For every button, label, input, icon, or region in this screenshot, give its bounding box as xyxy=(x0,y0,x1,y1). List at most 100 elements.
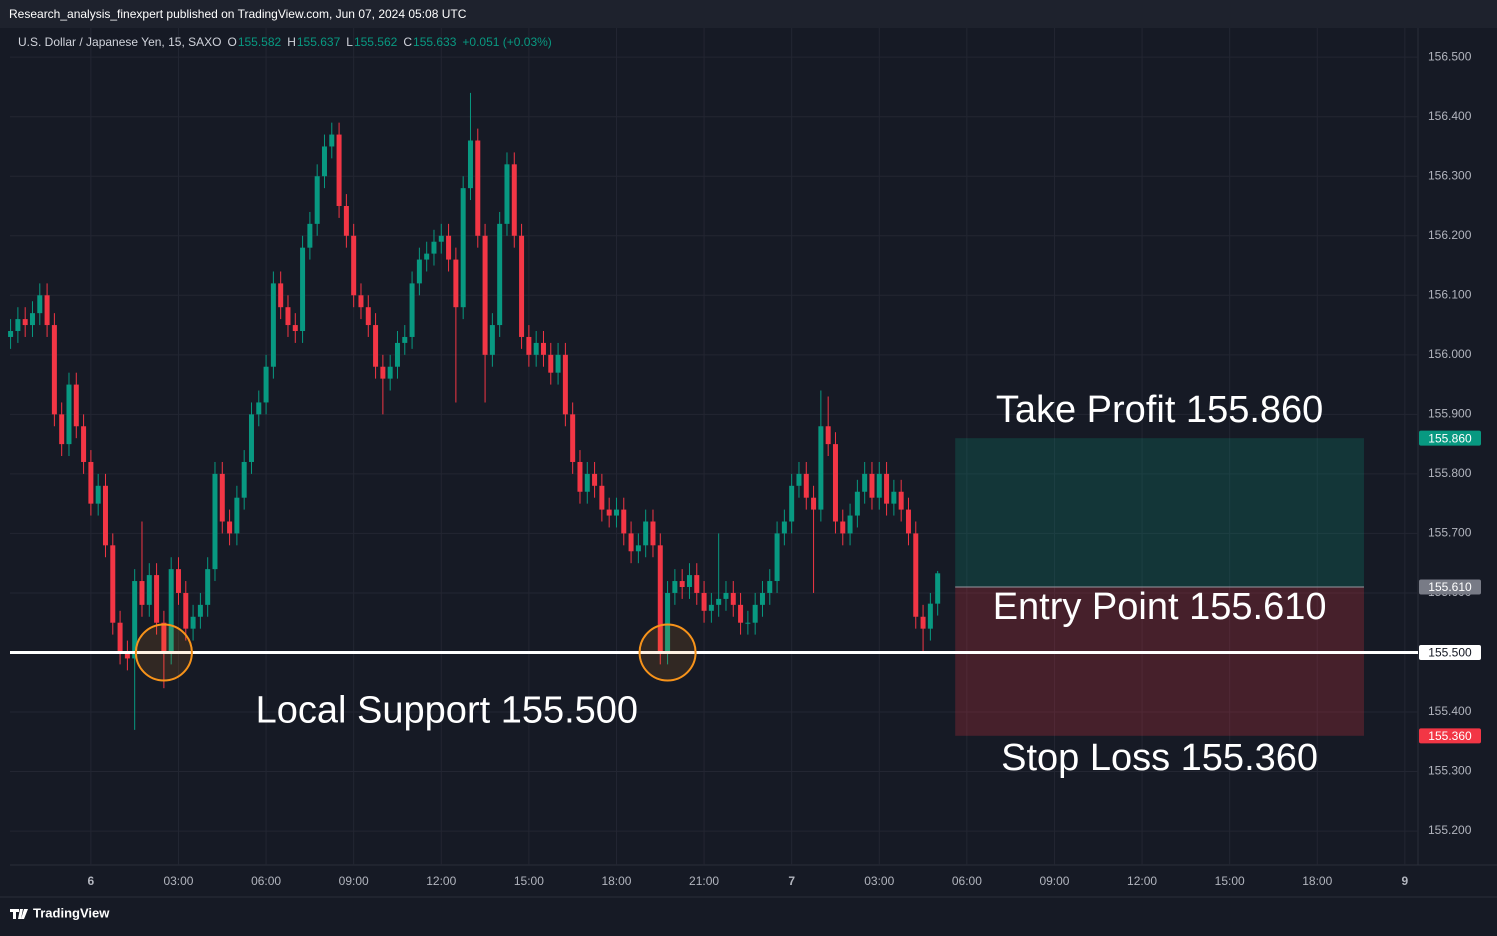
candle-body xyxy=(548,354,554,373)
candle-body xyxy=(73,384,79,427)
candle-body xyxy=(905,509,911,534)
legend-value: 155.562 xyxy=(354,35,398,49)
candle-body xyxy=(635,545,641,552)
candle-body xyxy=(139,581,145,605)
legend-value: +0.051 (+0.03%) xyxy=(462,35,551,49)
candle-body xyxy=(44,295,50,326)
candle-body xyxy=(154,575,160,623)
support-badge: 155.500 xyxy=(1428,646,1472,660)
candle-body xyxy=(927,603,933,629)
candle-body xyxy=(81,426,87,462)
candle-body xyxy=(467,140,473,189)
candle-body xyxy=(300,247,306,332)
legend-value: H xyxy=(287,35,296,49)
candle-body xyxy=(256,402,262,415)
candle-body xyxy=(460,188,466,308)
publish-bar xyxy=(0,0,1497,28)
candle-body xyxy=(577,461,583,492)
candle-body xyxy=(183,592,189,629)
candle-body xyxy=(533,342,539,355)
candle-body xyxy=(212,473,218,570)
candle-body xyxy=(526,336,532,355)
y-tick-label: 155.900 xyxy=(1428,407,1472,421)
y-tick-label: 156.200 xyxy=(1428,228,1472,242)
candle-body xyxy=(168,569,174,653)
candle-body xyxy=(88,461,94,504)
candle-body xyxy=(504,164,510,224)
candle-body xyxy=(789,485,795,522)
candle-body xyxy=(307,223,313,248)
candle-body xyxy=(708,604,714,611)
candle-body xyxy=(51,325,57,415)
candle-body xyxy=(117,622,123,653)
candle-body xyxy=(416,259,422,284)
candle-body xyxy=(59,414,65,445)
candle-body xyxy=(540,342,546,355)
candle-body xyxy=(475,140,481,236)
candle-body xyxy=(745,622,751,624)
candle-body xyxy=(270,283,276,367)
candle-body xyxy=(205,569,211,605)
candle-body xyxy=(241,461,247,498)
candle-body xyxy=(146,575,152,605)
candle-body xyxy=(409,283,415,337)
candle-body xyxy=(657,545,663,653)
candle-body xyxy=(832,444,838,522)
stop-loss-label: Stop Loss 155.360 xyxy=(1001,737,1318,779)
y-tick-label: 156.500 xyxy=(1428,49,1472,63)
take-profit-badge: 155.860 xyxy=(1428,431,1472,445)
candle-body xyxy=(854,491,860,516)
candle-body xyxy=(29,313,35,326)
candle-body xyxy=(898,491,904,510)
candle-body xyxy=(774,533,780,582)
x-tick-label: 12:00 xyxy=(426,874,456,888)
candle-body xyxy=(825,426,831,445)
legend-value: C xyxy=(403,35,412,49)
candle-body xyxy=(497,223,503,326)
candle-body xyxy=(606,509,612,516)
stop-loss-badge: 155.360 xyxy=(1428,729,1472,743)
loss-zone xyxy=(955,586,1364,736)
candle-body xyxy=(37,295,43,314)
candle-body xyxy=(387,366,393,379)
candle-body xyxy=(621,509,627,534)
candle-body xyxy=(716,598,722,605)
candle-body xyxy=(329,134,335,147)
candle-body xyxy=(613,509,619,516)
y-tick-label: 155.200 xyxy=(1428,823,1472,837)
x-tick-label: 09:00 xyxy=(1039,874,1069,888)
legend-value: 155.633 xyxy=(413,35,457,49)
candle-body xyxy=(519,235,525,337)
candle-body xyxy=(628,533,634,552)
candle-body xyxy=(124,652,130,659)
candle-body xyxy=(862,473,868,492)
take-profit-label: Take Profit 155.860 xyxy=(996,389,1323,431)
candle-body xyxy=(424,253,430,260)
y-tick-label: 156.300 xyxy=(1428,168,1472,182)
support-label: Local Support 155.500 xyxy=(256,690,638,732)
support-highlight xyxy=(638,623,697,682)
legend-value: 155.582 xyxy=(238,35,282,49)
candle-body xyxy=(562,354,568,415)
candle-body xyxy=(723,592,729,599)
candle-body xyxy=(803,473,809,498)
grid: 155.200155.300155.400155.600155.700155.8… xyxy=(10,28,1497,888)
price-axis-bg xyxy=(1418,28,1497,865)
x-tick-label: 18:00 xyxy=(601,874,631,888)
candle-body xyxy=(781,521,787,534)
candle-body xyxy=(679,581,685,587)
x-tick-label: 06:00 xyxy=(952,874,982,888)
candle-body xyxy=(431,241,437,254)
legend-value: O xyxy=(227,35,236,49)
candle-body xyxy=(343,205,349,236)
candle-body xyxy=(847,515,853,534)
candle-body xyxy=(511,164,517,236)
candle-body xyxy=(592,473,598,486)
candle-body xyxy=(314,176,320,224)
candle-body xyxy=(380,366,386,379)
candle-body xyxy=(752,604,758,623)
candle-body xyxy=(935,573,941,604)
take-profit-badge-bg xyxy=(1419,430,1481,446)
y-tick-label: 155.400 xyxy=(1428,704,1472,718)
